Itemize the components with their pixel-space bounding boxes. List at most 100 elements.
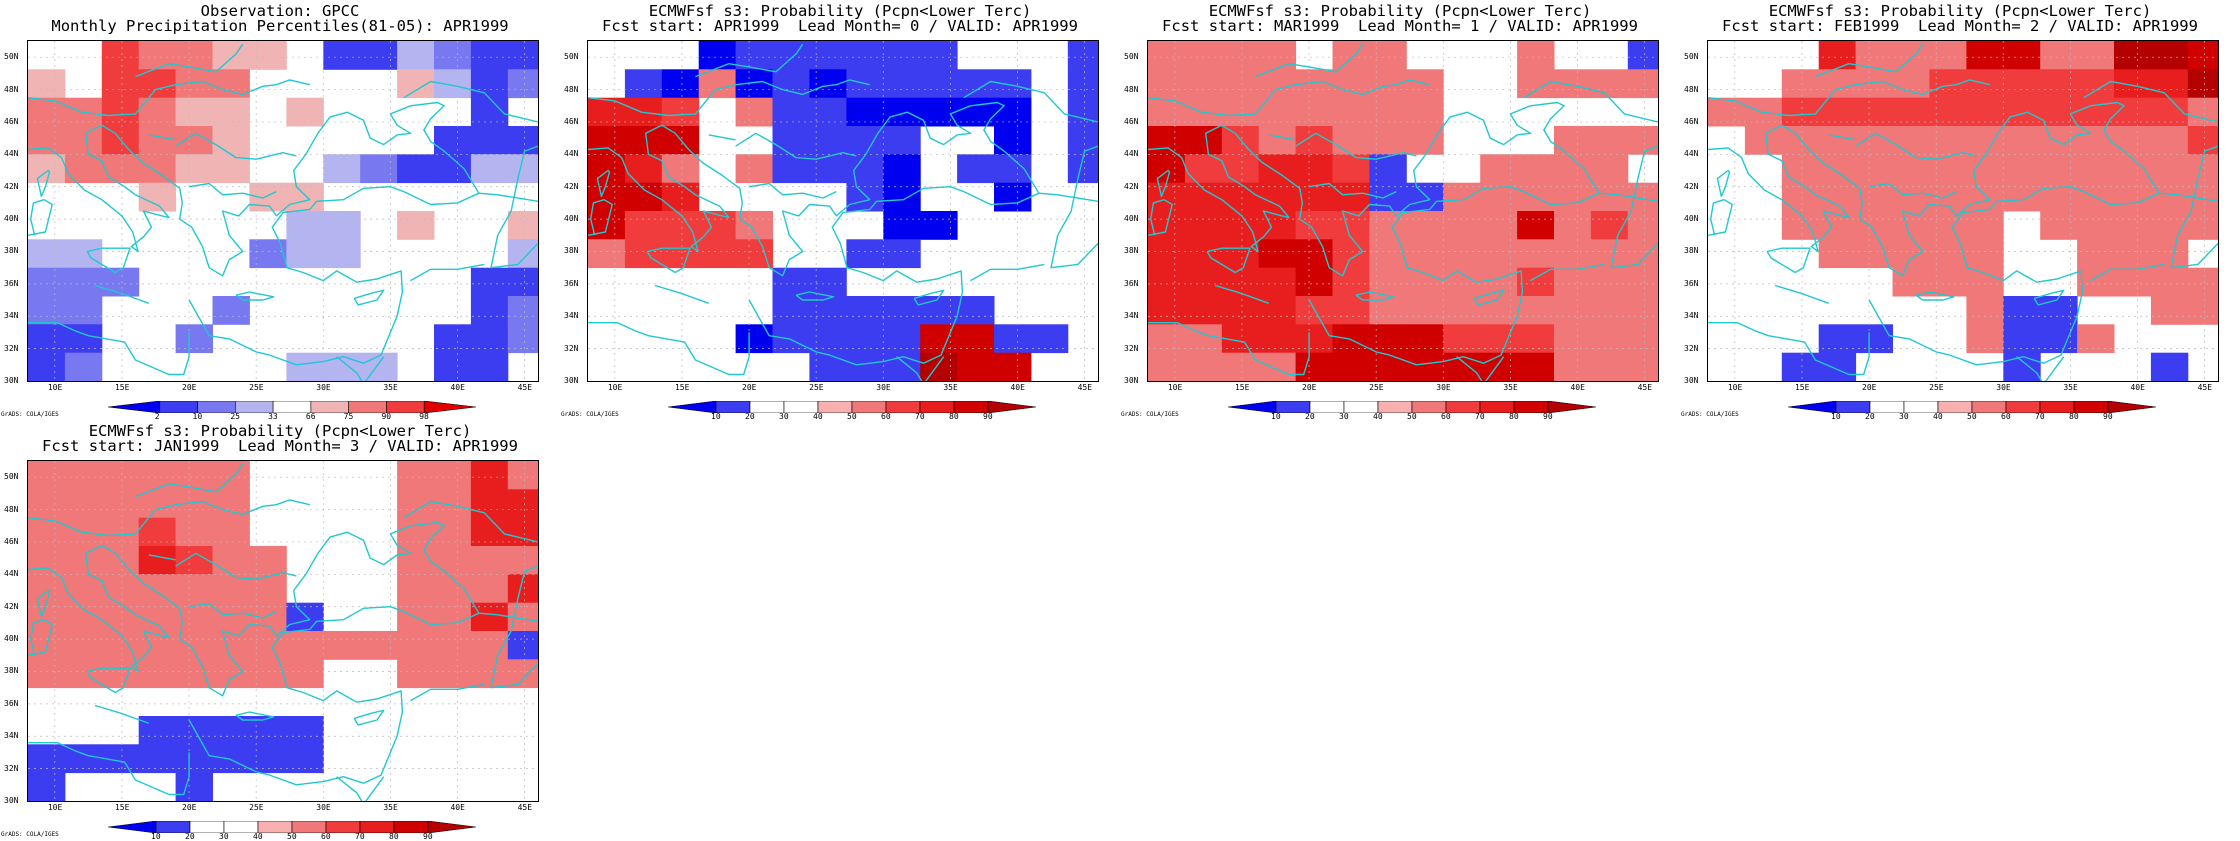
- grid-cell: [28, 69, 66, 99]
- coastline: [1523, 80, 1658, 123]
- grid-cell: [101, 41, 140, 70]
- panel-subtitle: Fcst start: FEB1999 Lead Month= 2 / VALI…: [1722, 17, 2198, 35]
- grads-credit: GrADS: COLA/IGES: [1121, 411, 1179, 418]
- lat-tick-label: 40N: [564, 214, 579, 224]
- grid-cell: [1966, 267, 2004, 297]
- panel-title: Observation: GPCC: [200, 2, 360, 20]
- grid-cell: [1966, 154, 2004, 184]
- grads-credit: GrADS: COLA/IGES: [1, 831, 59, 838]
- grid-cell: [1148, 126, 1186, 155]
- coastline: [235, 711, 275, 721]
- grid-cell: [397, 461, 435, 490]
- lat-tick-label: 46N: [4, 536, 19, 546]
- grid-cell: [2114, 239, 2152, 269]
- coastline: [2083, 80, 2218, 123]
- grid-cell: [1221, 352, 1260, 381]
- lat-tick-label: 32N: [4, 763, 19, 773]
- lat-tick-label: 36N: [564, 278, 579, 288]
- coastline: [2170, 145, 2218, 269]
- colorbar-label: 66: [305, 412, 316, 421]
- lat-tick-label: 30N: [564, 376, 579, 385]
- map-svg: [28, 41, 538, 381]
- lat-tick-label: 44N: [4, 569, 19, 579]
- grid-cell: [1369, 267, 1407, 297]
- lat-tick-label: 32N: [4, 343, 19, 353]
- coastline: [135, 43, 244, 78]
- grid-cell: [1781, 97, 1820, 127]
- grid-cell: [1627, 352, 1658, 381]
- grid-cell: [101, 461, 140, 490]
- lon-tick-label: 45E: [517, 803, 533, 812]
- coastline: [748, 182, 837, 199]
- colorbar-label: 70: [2035, 412, 2045, 421]
- grid-cell: [2150, 69, 2189, 99]
- grid-cell: [1221, 239, 1260, 269]
- grid-cell: [249, 239, 287, 269]
- colorbar-segment: [108, 821, 157, 833]
- grid-cell: [101, 267, 140, 297]
- map-panel: ECMWFsf s3: Probability (Pcpn<Lower Terc…: [1680, 0, 2240, 421]
- grid-cell: [286, 602, 324, 632]
- colorbar-label: 40: [1933, 412, 1943, 421]
- panel-title: ECMWFsf s3: Probability (Pcpn<Lower Terc…: [1208, 2, 1592, 20]
- lon-tick-label: 25E: [1929, 383, 1944, 392]
- colorbar-label: 90: [381, 412, 392, 421]
- grid-cell: [698, 69, 737, 99]
- map-svg: [1708, 41, 2218, 381]
- coastline: [1868, 182, 1957, 199]
- grid-cell: [1332, 239, 1370, 269]
- colorbar-label: 50: [287, 832, 297, 841]
- lon-tick-label: 25E: [809, 383, 824, 392]
- colorbar-label: 40: [1373, 412, 1383, 421]
- colorbar-label: 10: [1271, 412, 1281, 421]
- grid-cell: [735, 324, 773, 354]
- grid-cell: [28, 267, 66, 297]
- map-area: [1707, 40, 2219, 382]
- coastline: [646, 247, 691, 274]
- coastline: [1295, 132, 1417, 160]
- grid-cell: [1966, 211, 2004, 240]
- grid-cell: [2003, 69, 2041, 99]
- coastline: [490, 145, 538, 269]
- grid-cell: [1148, 41, 1186, 70]
- grid-cell: [772, 97, 810, 127]
- grid-cell: [1258, 154, 1297, 184]
- lon-tick-label: 25E: [249, 803, 264, 812]
- grid-cell: [1929, 182, 1967, 212]
- coastline: [1708, 322, 1870, 376]
- colorbar-label: 25: [230, 412, 240, 421]
- lon-tick-label: 20E: [182, 803, 197, 812]
- grid-cell: [1590, 352, 1629, 381]
- grid-cell: [809, 41, 847, 70]
- grid-cell: [101, 517, 140, 547]
- coastline: [188, 299, 257, 353]
- lat-tick-label: 48N: [4, 84, 19, 94]
- grid-cell: [735, 97, 773, 127]
- coastline: [403, 80, 538, 123]
- grid-cell: [434, 324, 472, 354]
- coastline: [1050, 145, 1098, 269]
- lon-tick-label: 40E: [2130, 383, 2145, 392]
- colorbar-label: 50: [1967, 412, 1977, 421]
- grid-cell: [1184, 239, 1223, 269]
- grid-cell: [1554, 239, 1592, 269]
- grid-cell: [1892, 211, 1930, 240]
- grid-cell: [1590, 182, 1629, 212]
- coastline: [970, 263, 1045, 282]
- grid-cell: [212, 631, 250, 660]
- grid-cell: [28, 546, 66, 575]
- colorbar-segment: [987, 401, 1037, 413]
- grid-cell: [434, 461, 472, 490]
- coastline: [695, 43, 804, 78]
- grid-cell: [28, 574, 66, 604]
- grid-cell: [212, 517, 250, 547]
- grid-cell: [212, 574, 250, 604]
- grid-cell: [64, 352, 103, 381]
- grid-cell: [1554, 324, 1592, 354]
- coastline: [588, 101, 1040, 366]
- grid-cell: [2150, 239, 2189, 269]
- map-panel: ECMWFsf s3: Probability (Pcpn<Lower Terc…: [1120, 0, 1680, 421]
- grid-cell: [1258, 97, 1297, 127]
- grid-cell: [175, 126, 213, 155]
- coastline: [2158, 192, 2218, 202]
